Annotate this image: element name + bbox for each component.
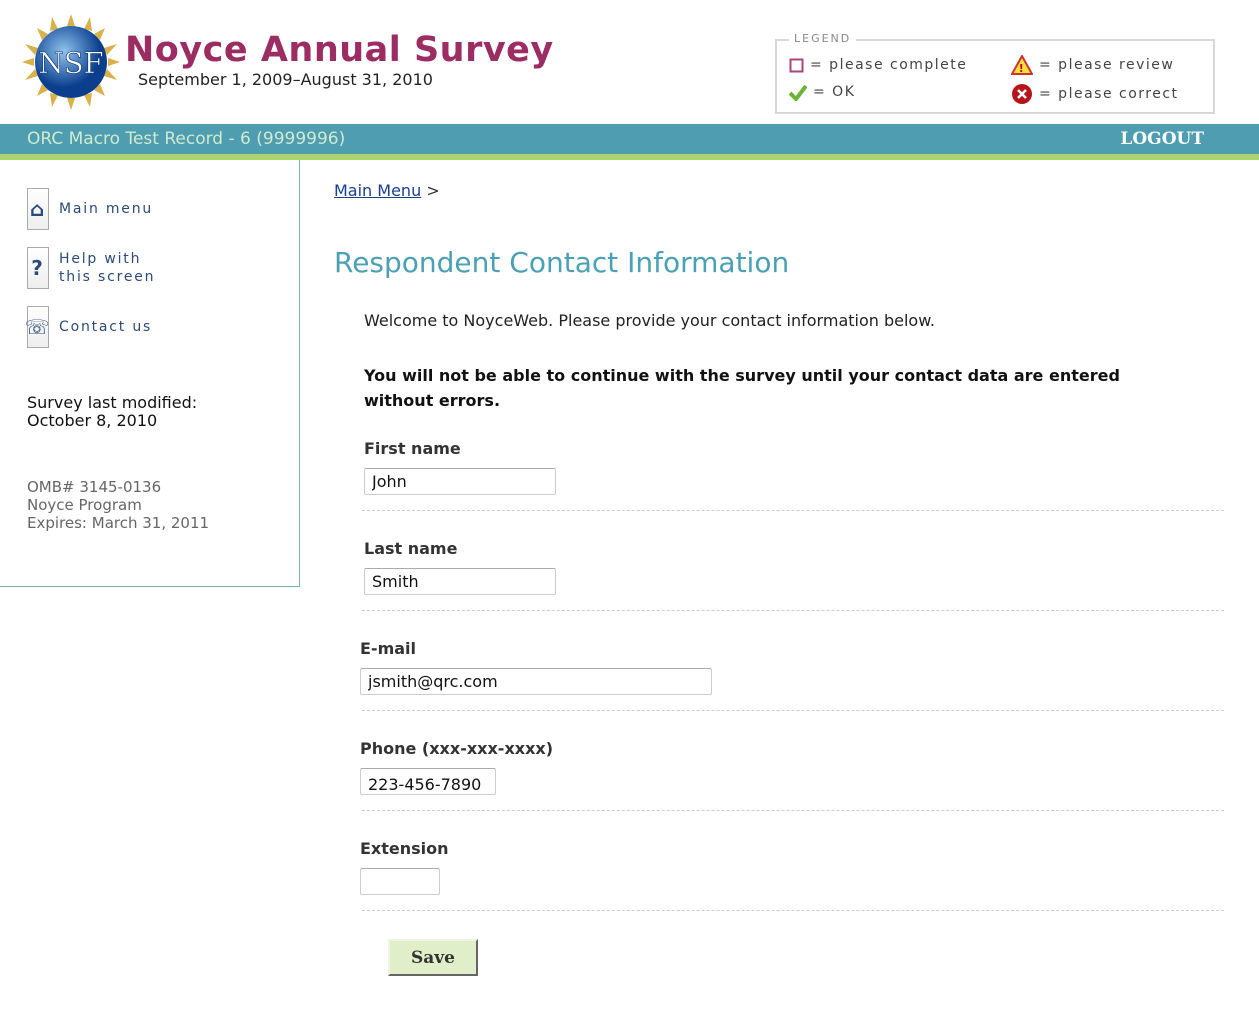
divider (362, 610, 1224, 611)
omb-info: OMB# 3145-0136 Noyce Program Expires: Ma… (27, 478, 210, 532)
accent-strip (0, 154, 1259, 160)
legend: LEGEND = please complete ! = please revi… (775, 32, 1215, 114)
welcome-text: Welcome to NoyceWeb. Please provide your… (364, 311, 935, 330)
divider (362, 910, 1224, 911)
home-icon: ⌂ (27, 188, 49, 230)
divider (362, 810, 1224, 811)
last-name-label: Last name (364, 539, 458, 558)
legend-item: ! = please review (1011, 55, 1174, 75)
phone-icon: ☏ (25, 306, 50, 348)
extension-label: Extension (360, 839, 449, 858)
divider (362, 510, 1224, 511)
last-name-input[interactable] (364, 568, 556, 595)
email-input[interactable] (360, 668, 712, 695)
empty-square-icon (789, 58, 804, 72)
sidebar-item-main-menu[interactable]: ⌂ Main menu (27, 188, 153, 230)
help-icon: ? (27, 247, 49, 289)
legend-item: = please correct (1011, 83, 1179, 105)
first-name-input[interactable] (364, 468, 556, 495)
email-label: E-mail (360, 639, 417, 658)
app-title: Noyce Annual Survey (125, 30, 554, 70)
svg-text:NSF: NSF (38, 46, 103, 80)
survey-period: September 1, 2009–August 31, 2010 (138, 70, 433, 89)
nsf-logo: NSF (22, 14, 120, 110)
phone-input[interactable] (360, 768, 496, 795)
sidebar-item-contact[interactable]: ☏ Contact us (25, 306, 152, 348)
record-name: ORC Macro Test Record - 6 (9999996) (27, 129, 346, 149)
svg-text:!: ! (1019, 62, 1026, 75)
sidebar (0, 160, 300, 587)
warning-text: You will not be able to continue with th… (364, 366, 1120, 410)
logout-link[interactable]: LOGOUT (1120, 129, 1204, 149)
breadcrumb: Main Menu > (334, 181, 440, 200)
legend-title: LEGEND (789, 32, 857, 45)
phone-label: Phone (xxx-xxx-xxxx) (360, 739, 554, 758)
save-button[interactable]: Save (388, 939, 478, 976)
survey-modified: Survey last modified: October 8, 2010 (27, 393, 198, 430)
extension-input[interactable] (360, 868, 440, 895)
top-bar (0, 124, 1259, 154)
legend-item: = please complete (789, 57, 967, 73)
sidebar-item-help[interactable]: ? Help with this screen (27, 247, 169, 289)
warning-triangle-icon: ! (1011, 55, 1033, 75)
page-title: Respondent Contact Information (334, 246, 790, 279)
checkmark-icon (789, 84, 807, 101)
first-name-label: First name (364, 439, 461, 458)
error-x-icon (1012, 84, 1032, 104)
legend-item: = OK (789, 83, 855, 101)
divider (362, 710, 1224, 711)
breadcrumb-main-menu[interactable]: Main Menu (334, 181, 422, 200)
